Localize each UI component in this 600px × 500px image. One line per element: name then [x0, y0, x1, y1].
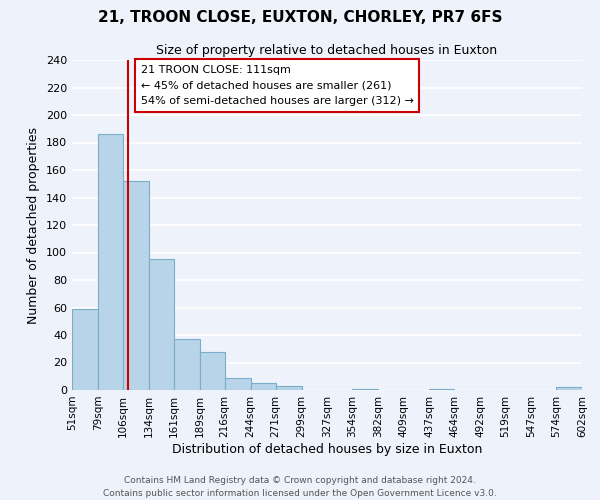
Bar: [174, 339, 200, 390]
Title: Size of property relative to detached houses in Euxton: Size of property relative to detached ho…: [157, 44, 497, 58]
Y-axis label: Number of detached properties: Number of detached properties: [28, 126, 40, 324]
Bar: [200, 352, 225, 390]
Bar: [72, 309, 98, 390]
Text: 21 TROON CLOSE: 111sqm
← 45% of detached houses are smaller (261)
54% of semi-de: 21 TROON CLOSE: 111sqm ← 45% of detached…: [141, 65, 414, 106]
Bar: [556, 387, 582, 390]
Text: 21, TROON CLOSE, EUXTON, CHORLEY, PR7 6FS: 21, TROON CLOSE, EUXTON, CHORLEY, PR7 6F…: [98, 10, 502, 25]
Bar: [225, 378, 251, 390]
Bar: [123, 181, 149, 390]
Bar: [149, 260, 174, 390]
Bar: [251, 383, 275, 390]
Bar: [275, 386, 302, 390]
Bar: [98, 134, 123, 390]
Bar: [352, 388, 379, 390]
X-axis label: Distribution of detached houses by size in Euxton: Distribution of detached houses by size …: [172, 442, 482, 456]
Bar: [429, 388, 454, 390]
Text: Contains HM Land Registry data © Crown copyright and database right 2024.
Contai: Contains HM Land Registry data © Crown c…: [103, 476, 497, 498]
